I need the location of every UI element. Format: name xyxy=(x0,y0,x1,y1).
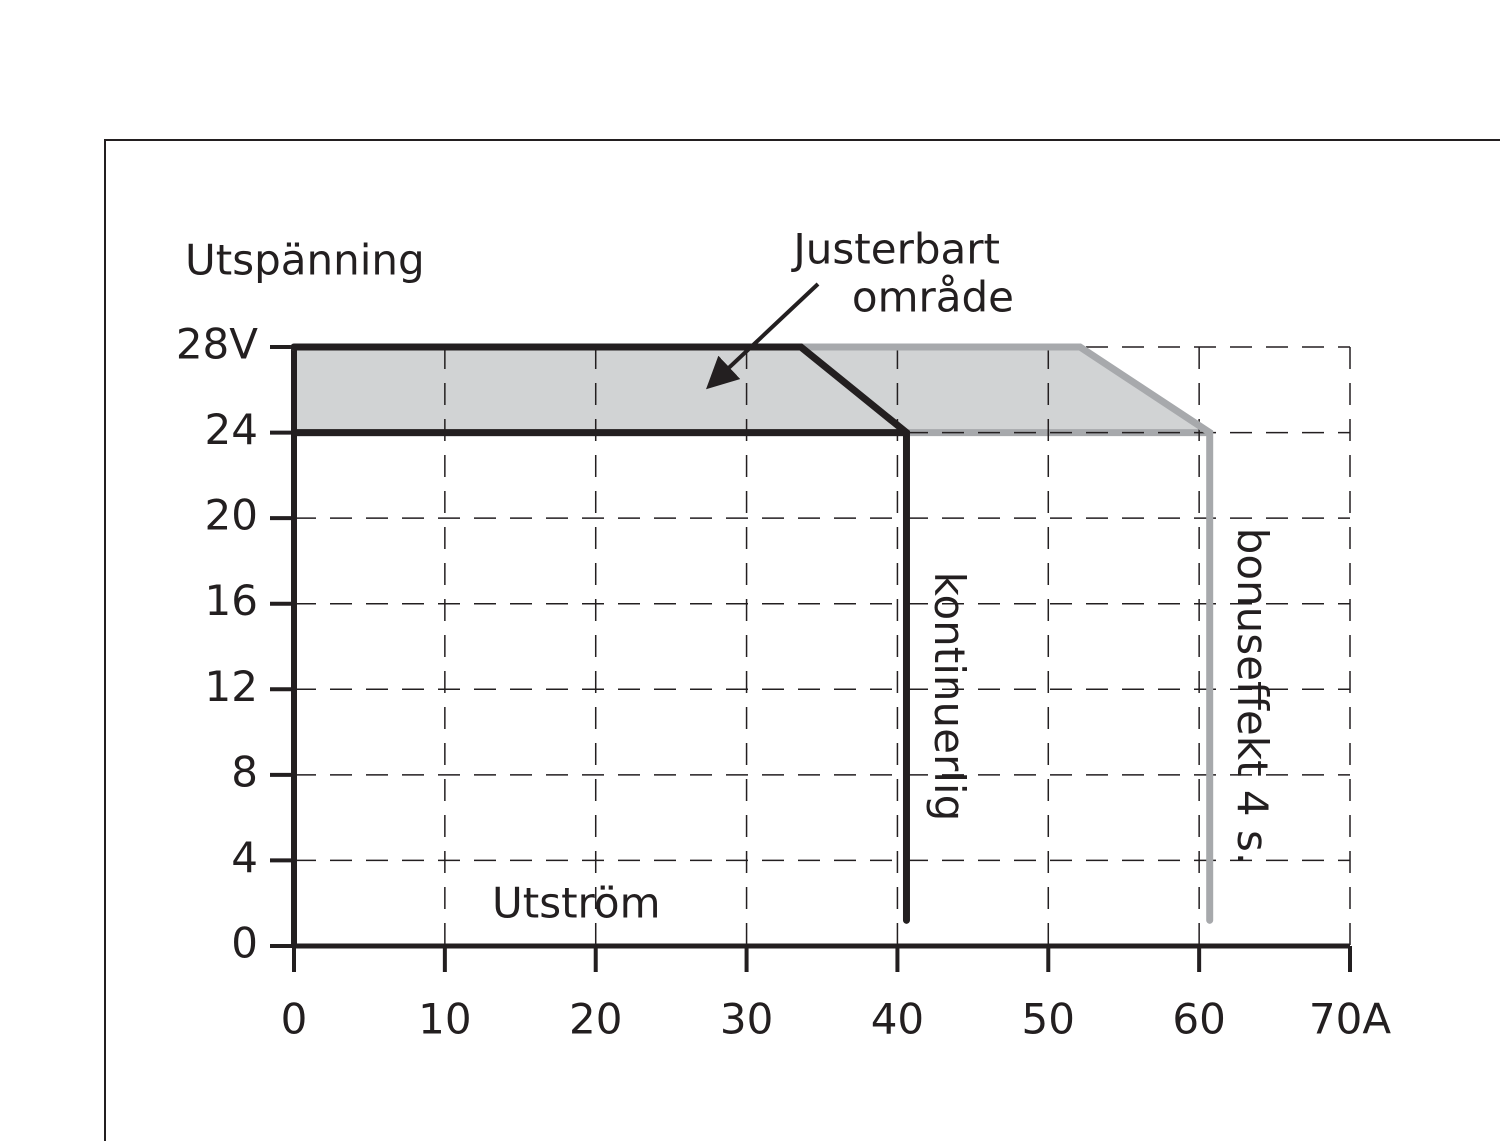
series-label: kontinuerlig xyxy=(925,572,974,822)
y-tick-label: 28V xyxy=(176,320,258,369)
x-tick-label: 0 xyxy=(281,995,308,1044)
y-axis-label: Utspänning xyxy=(185,236,425,285)
x-tick-label: 70A xyxy=(1309,995,1391,1044)
annotation-text: område xyxy=(852,273,1014,322)
y-tick-label: 20 xyxy=(205,491,258,540)
series-label: bonuseffekt 4 s. xyxy=(1228,528,1277,866)
y-tick-label: 12 xyxy=(205,662,258,711)
series-line xyxy=(290,343,910,924)
adjustable-region xyxy=(294,347,1210,433)
annotation-arrow xyxy=(706,282,820,390)
x-tick-label: 30 xyxy=(720,995,773,1044)
frame xyxy=(104,139,1500,1141)
y-tick-label: 24 xyxy=(205,405,258,454)
x-tick-label: 10 xyxy=(418,995,471,1044)
y-tick-label: 0 xyxy=(231,919,258,968)
x-tick-label: 50 xyxy=(1022,995,1075,1044)
y-tick-label: 8 xyxy=(231,747,258,796)
x-axis-label: Utström xyxy=(492,879,661,928)
annotation-text: Justerbart xyxy=(790,225,1000,274)
y-tick-label: 4 xyxy=(231,833,258,882)
y-tick-label: 16 xyxy=(205,576,258,625)
x-tick-label: 60 xyxy=(1172,995,1225,1044)
x-tick-label: 40 xyxy=(871,995,924,1044)
x-tick-label: 20 xyxy=(569,995,622,1044)
